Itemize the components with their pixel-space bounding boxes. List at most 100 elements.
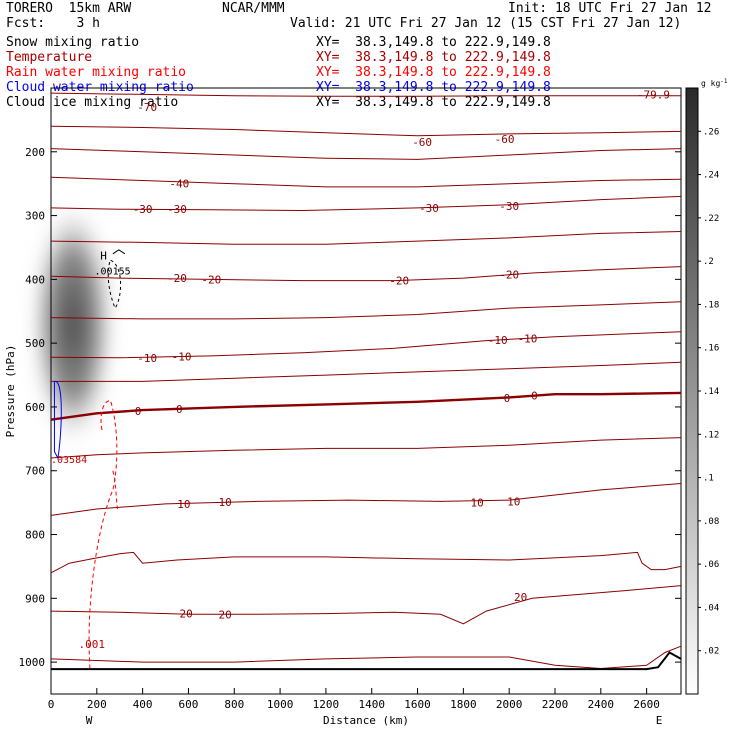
colorbar-tick-label: .12 [703,430,719,440]
temperature-label: -30 [167,203,187,216]
legend-name: Rain water mixing ratio [6,65,187,80]
temperature-label: -30 [133,203,153,216]
colorbar-tick-label: .06 [703,560,719,570]
temperature-label: -79.9 [637,88,670,101]
temperature-label: -20 [389,275,409,288]
x-tick-label: 2000 [496,698,523,711]
y-tick-label: 200 [25,146,45,159]
y-tick-label: 400 [25,273,45,286]
colorbar [685,87,699,695]
temperature-label: 10 [218,496,231,509]
legend-xy: XY= 38.3,149.8 to 222.9,149.8 [316,65,551,80]
temperature-label: -20 [167,272,187,285]
temperature-label: -60 [412,136,432,149]
x-tick-label: 1800 [450,698,477,711]
legend-name: Cloud ice mixing ratio [6,95,179,110]
y-tick-label: 700 [25,465,45,478]
temperature-contour [50,301,682,320]
temperature-contour [50,331,682,359]
colorbar-tick-label: .18 [703,300,719,310]
y-tick-label: 500 [25,337,45,350]
x-tick-label: 200 [87,698,107,711]
terrain-line [51,651,682,671]
y-tick-label: 600 [25,401,45,414]
init-time: Init: 18 UTC Fri 27 Jan 12 [508,1,712,16]
x-tick-label: 800 [224,698,244,711]
temperature-label: -40 [169,178,189,191]
temperature-contour [50,645,682,670]
colorbar-tick-label: .1 [703,474,714,484]
temperature-label: 0 [135,405,142,418]
x-tick-label: 1000 [267,698,294,711]
temperature-label: -10 [488,334,508,347]
cloud-ice-shading [32,204,113,445]
colorbar-tick-label: .08 [703,517,719,527]
legend-name: Snow mixing ratio [6,35,140,50]
temperature-label: 20 [218,608,231,621]
temperature-contour [50,391,682,421]
x-tick-label: 400 [133,698,153,711]
x-tick-label: 600 [179,698,199,711]
temperature-contour [50,148,682,160]
cloud-water-contour [53,380,62,460]
colorbar-tick-label: .26 [703,127,719,137]
rain-contour [112,470,118,510]
temperature-label: -30 [419,202,439,215]
x-tick-label: 2600 [633,698,660,711]
temperature-label: 0 [531,389,538,402]
colorbar-unit-exp: -1 [720,78,728,85]
rain-contour [88,400,118,669]
rain-label: .001 [78,638,105,651]
east-label: E [656,714,663,727]
model-title: TORERO 15km ARW [6,1,132,16]
temperature-contour [50,266,682,282]
x-tick-label: 1600 [404,698,431,711]
colorbar-tick-label: .2 [703,257,714,267]
colorbar-unit: g kg-1 [701,78,728,88]
temperature-label: -10 [137,352,157,365]
snow-max-label: H [100,250,107,263]
temperature-contour [51,361,682,382]
snow-contour [107,259,122,310]
temperature-label: -30 [499,200,519,213]
temperature-label: -20 [499,268,519,281]
temperature-contour [50,125,682,137]
cloud-water-label: .03584 [51,455,87,466]
center-title: NCAR/MMM [222,1,285,16]
valid-time: Valid: 21 UTC Fri 27 Jan 12 (15 CST Fri … [290,16,682,31]
snow-label: .00155 [95,266,131,277]
temperature-contour [50,437,682,459]
temperature-label: 10 [177,498,190,511]
temperature-label: 10 [507,495,520,508]
colorbar-tick-label: .04 [703,603,719,613]
legend-xy: XY= 38.3,149.8 to 222.9,149.8 [316,95,551,110]
temperature-contour [50,92,681,97]
temperature-label: 20 [514,591,527,604]
colorbar-tick-label: .16 [703,344,719,354]
snow-max-marker [112,249,126,255]
colorbar-tick-label: .14 [703,387,719,397]
west-label: W [86,714,93,727]
y-tick-label: 300 [25,210,45,223]
temperature-contour [50,483,682,516]
temperature-label: -70 [137,101,157,114]
x-axis-title: Distance (km) [323,714,409,727]
temperature-label: 20 [180,608,193,621]
x-tick-label: 0 [48,698,55,711]
temperature-label: -60 [495,133,515,146]
temperature-contour [50,195,682,212]
legend-xy: XY= 38.3,149.8 to 222.9,149.8 [316,35,551,50]
x-tick-label: 2200 [542,698,569,711]
forecast-hour: Fcst: 3 h [6,16,100,31]
temperature-label: -10 [518,333,538,346]
temperature-contour [50,551,682,574]
temperature-contour [50,176,682,188]
temperature-label: 0 [504,392,511,405]
plot-frame [50,87,682,695]
x-tick-label: 1400 [358,698,385,711]
temperature-contour [50,585,682,625]
legend-xy: XY= 38.3,149.8 to 222.9,149.8 [316,50,551,65]
y-tick-label: 1000 [19,656,46,669]
y-tick-label: 900 [25,592,45,605]
